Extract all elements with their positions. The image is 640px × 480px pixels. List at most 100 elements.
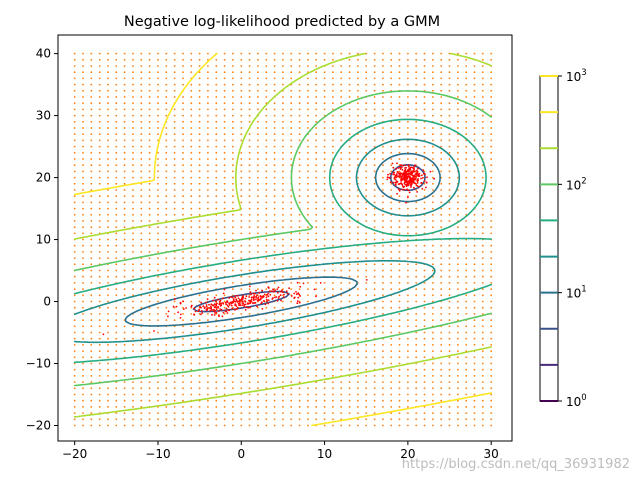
grid-point [223, 195, 226, 198]
grid-point [307, 151, 309, 154]
grid-point [365, 164, 368, 167]
sample-point [215, 308, 218, 311]
grid-point [107, 418, 109, 421]
grid-point [457, 176, 459, 179]
grid-point [440, 201, 443, 204]
grid-point [82, 127, 84, 129]
grid-point [173, 96, 176, 98]
grid-point [457, 406, 459, 408]
grid-point [173, 201, 176, 204]
grid-point [382, 424, 384, 427]
grid-point [240, 356, 243, 359]
grid-point [115, 263, 118, 266]
grid-point [148, 300, 151, 303]
grid-point [248, 251, 251, 253]
grid-point [323, 424, 326, 427]
grid-point [415, 127, 418, 129]
grid-point [415, 344, 418, 346]
grid-point [182, 368, 184, 371]
grid-point [182, 133, 184, 136]
grid-point [315, 201, 318, 204]
grid-point [407, 350, 409, 352]
grid-point [157, 195, 159, 198]
grid-point [298, 226, 301, 229]
grid-point [182, 170, 184, 173]
grid-point [340, 263, 343, 266]
grid-point [473, 406, 476, 408]
grid-point [348, 368, 351, 371]
grid-point [382, 257, 384, 259]
grid-point [173, 418, 176, 421]
grid-point [332, 139, 334, 142]
grid-point [423, 306, 426, 309]
grid-point [198, 269, 201, 272]
grid-point [315, 257, 318, 259]
grid-point [348, 406, 351, 408]
grid-point [90, 108, 93, 111]
grid-point [207, 170, 209, 173]
contour-level-7 [73, 52, 492, 418]
grid-point [140, 213, 143, 216]
grid-point [257, 399, 259, 402]
grid-point [273, 238, 276, 241]
grid-point [157, 114, 159, 117]
grid-point [315, 151, 318, 154]
grid-point [282, 275, 284, 278]
grid-point [390, 151, 393, 154]
grid-point [148, 83, 151, 86]
grid-point [323, 288, 326, 290]
grid-point [373, 306, 376, 309]
grid-point [198, 381, 201, 383]
grid-point [182, 158, 184, 160]
grid-point [432, 226, 434, 229]
grid-point [240, 325, 243, 328]
grid-point [257, 251, 259, 253]
sample-point [251, 296, 254, 299]
grid-point [348, 164, 351, 167]
sample-point [261, 308, 264, 310]
grid-point [273, 251, 276, 253]
sample-point [256, 305, 258, 308]
grid-point [98, 282, 101, 284]
grid-point [182, 96, 184, 98]
grid-point [473, 182, 476, 185]
grid-point [382, 108, 384, 111]
grid-point [265, 325, 268, 328]
grid-point [481, 102, 484, 105]
sample-point [277, 297, 280, 299]
sample-point [400, 180, 403, 182]
grid-point [73, 71, 76, 74]
grid-point [232, 406, 234, 408]
grid-point [148, 201, 151, 204]
grid-point [248, 288, 251, 290]
grid-point [432, 337, 434, 340]
grid-point [157, 201, 159, 204]
grid-point [223, 176, 226, 179]
grid-point [73, 139, 76, 142]
grid-point [98, 393, 101, 396]
grid-point [265, 251, 268, 253]
grid-point [382, 164, 384, 167]
grid-point [115, 182, 118, 185]
sample-point [400, 178, 403, 181]
grid-point [290, 331, 293, 334]
grid-point [115, 368, 118, 371]
grid-point [432, 139, 434, 142]
grid-point [157, 238, 159, 241]
grid-point [273, 294, 276, 297]
grid-point [140, 387, 143, 390]
grid-point [432, 263, 434, 266]
grid-point [82, 102, 84, 105]
sample-point [402, 178, 405, 180]
grid-point [298, 189, 301, 191]
grid-point [90, 176, 93, 179]
grid-point [198, 418, 201, 421]
grid-point [340, 83, 343, 86]
grid-point [282, 344, 284, 346]
grid-point [173, 195, 176, 198]
grid-point [115, 399, 118, 402]
grid-point [473, 164, 476, 167]
sample-point [281, 291, 284, 294]
grid-point [323, 232, 326, 235]
sample-point [416, 191, 418, 193]
